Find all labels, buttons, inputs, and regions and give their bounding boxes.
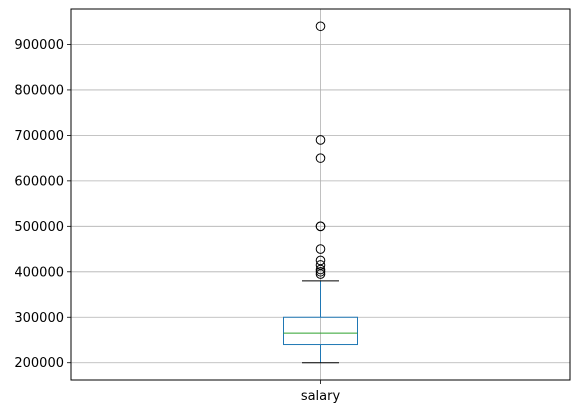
outlier-point <box>315 221 326 232</box>
x-tick-label: salary <box>301 389 341 404</box>
grid-lines <box>71 9 570 380</box>
outlier-point <box>315 21 326 32</box>
axes: 200000 300000 400000 500000 600000 700000 8000… <box>14 38 340 404</box>
y-tick-label: 900000 <box>14 38 64 53</box>
outlier-point <box>315 244 326 254</box>
y-tick-label: 500000 <box>14 220 64 235</box>
y-tick-label: 800000 <box>14 83 64 98</box>
box-plot <box>283 21 358 364</box>
outlier-point <box>315 135 326 145</box>
y-tick-label: 700000 <box>14 129 64 144</box>
outlier-point <box>315 269 326 279</box>
outlier-point <box>315 153 326 163</box>
outlier-point <box>315 264 326 275</box>
y-tick-label: 300000 <box>14 311 64 326</box>
iqr-box <box>283 316 358 346</box>
y-tick-label: 400000 <box>14 265 64 280</box>
y-tick-label: 200000 <box>14 356 64 371</box>
y-tick-label: 600000 <box>14 174 64 189</box>
outlier-point <box>315 266 326 277</box>
